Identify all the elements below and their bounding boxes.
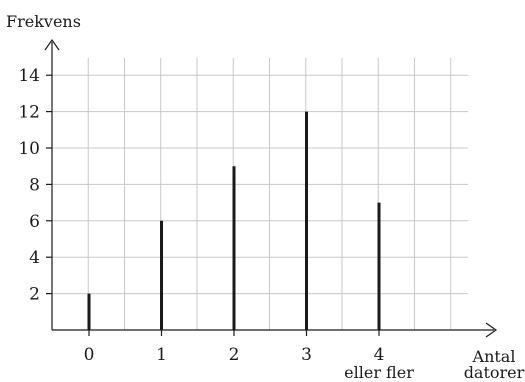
grid	[52, 58, 468, 330]
y-tick-label: 12	[18, 103, 40, 123]
y-tick-label: 10	[18, 139, 40, 159]
y-tick-label: 2	[29, 285, 40, 305]
x-tick-label: 0	[84, 345, 95, 365]
y-tick-label: 6	[29, 212, 40, 232]
y-tick-label: 4	[29, 248, 40, 268]
x-tick-label: 1	[156, 345, 167, 365]
x-tick-label: 3	[301, 345, 312, 365]
x-tick-label: 4	[374, 345, 385, 365]
y-tick-label: 8	[29, 175, 40, 195]
x-axis-title-line-2: datorer	[464, 363, 525, 382]
x-axis-arrow-icon	[485, 322, 498, 338]
x-tick-sublabel: eller fler	[344, 363, 414, 382]
x-axis-title-line-1: Antal	[472, 347, 516, 366]
x-tick-label: 2	[229, 345, 240, 365]
y-axis-title: Frekvens	[6, 12, 81, 31]
y-ticks: 2 4 6 8 10 12 14	[18, 66, 52, 305]
bars	[87, 111, 381, 330]
y-tick-label: 14	[18, 66, 40, 86]
axes	[44, 38, 498, 338]
y-axis-arrow-icon	[44, 38, 60, 51]
